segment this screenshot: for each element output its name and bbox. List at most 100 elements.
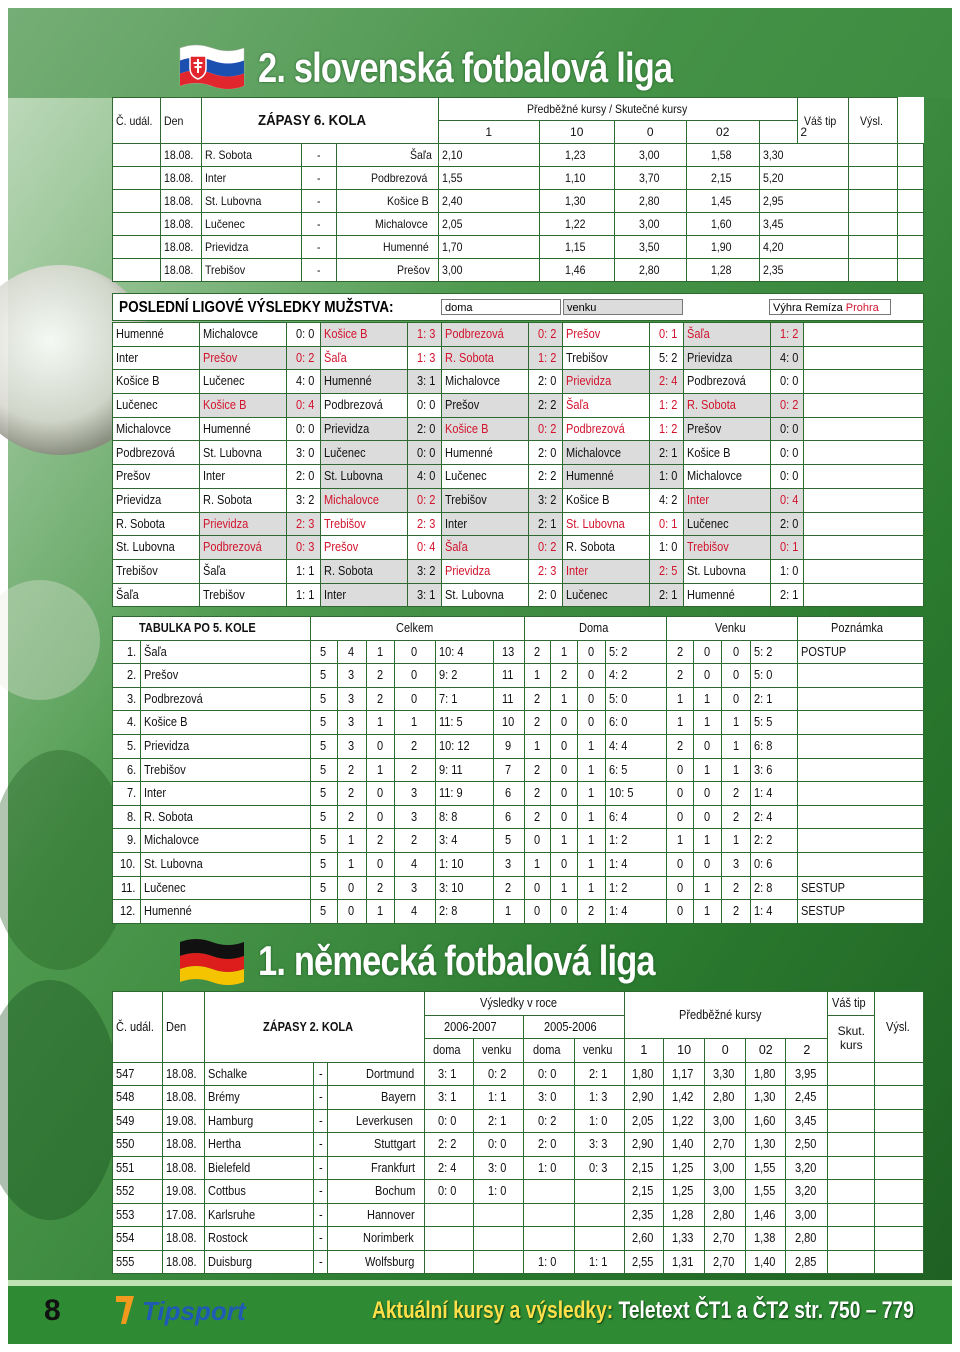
total-points: 6 <box>492 781 525 806</box>
results-score-text: 1: 2 <box>658 398 678 413</box>
tip-cell[interactable] <box>847 166 898 190</box>
away-score-text: 1: 4 <box>754 904 773 919</box>
tip-cell[interactable] <box>847 258 898 282</box>
home-won-text: 1 <box>534 739 541 754</box>
standings-note <box>797 710 924 735</box>
away-drawn-text: 1 <box>704 904 711 919</box>
results-team-text: Košice B <box>116 374 160 389</box>
total-score-text: 10: 4 <box>438 644 464 659</box>
de-odds-row: 547 18.08. Schalke - Dortmund 3: 1 0: 2 0: 0 2: … <box>111 1061 924 1086</box>
de-odd: 2,60 <box>623 1226 665 1251</box>
results-score: 0: 2 <box>769 393 805 418</box>
de-past-result: 1: 0 <box>522 1155 575 1180</box>
de-odds-col-02: 02 <box>745 1038 787 1063</box>
de-away-team: Stuttgart <box>327 1132 425 1157</box>
footer-info-suffix: Teletext ČT1 a ČT2 str. 750 – 779 <box>618 1297 914 1324</box>
de-tip-cell[interactable] <box>827 1249 876 1274</box>
home-won-text: 2 <box>534 715 541 730</box>
odd-1: 2,10 <box>437 143 540 167</box>
results-opponent-text: Michalovce <box>686 469 742 484</box>
standings-team-text: Košice B <box>143 715 188 730</box>
standings-team: Humenné <box>139 899 311 924</box>
away-won-text: 0 <box>676 904 683 919</box>
de-odd-text: 1,38 <box>753 1231 776 1245</box>
total-points: 2 <box>492 875 525 901</box>
home-drawn: 0 <box>550 899 579 924</box>
results-score-text: 2: 0 <box>537 587 557 602</box>
home-score-text: 4: 4 <box>609 739 628 754</box>
de-away-team-text: Bayern <box>381 1090 416 1104</box>
de-home-team-text: Karlsruhe <box>207 1207 255 1222</box>
home-won-text: 0 <box>534 880 541 895</box>
results-score-text: 0: 0 <box>295 327 315 342</box>
de-result-cell <box>874 1202 924 1227</box>
de-odd-text: 2,80 <box>713 1090 735 1104</box>
results-team: Trebišov <box>112 558 200 584</box>
results-opponent-text: Michalovce <box>323 492 379 507</box>
home-team: R. Sobota <box>200 143 302 167</box>
standings-position: 5. <box>112 733 141 759</box>
away-lost-text: 0 <box>732 668 739 683</box>
result-cell <box>896 235 925 259</box>
tip-cell[interactable] <box>847 189 898 213</box>
match-date-text: 18.08. <box>164 194 194 208</box>
away-lost: 2 <box>721 781 752 806</box>
home-score-text: 1: 4 <box>609 904 628 919</box>
de-tip-cell[interactable] <box>827 1202 876 1227</box>
de-tip-cell[interactable] <box>827 1061 876 1086</box>
results-opponent: Michalovce <box>319 487 408 513</box>
results-score: 3: 0 <box>285 440 321 466</box>
results-opponent: Lučenec <box>561 582 650 608</box>
standings-team-text: Inter <box>143 786 166 801</box>
results-score-text: 4: 2 <box>658 492 678 507</box>
de-past-result: 3: 1 <box>423 1085 474 1110</box>
de-tip-cell[interactable] <box>827 1132 876 1157</box>
away-team-text: Košice B <box>387 194 430 208</box>
results-opponent-text: Košice B <box>323 327 368 342</box>
de-tip-cell[interactable] <box>827 1179 876 1204</box>
de-odd-text: 2,80 <box>794 1231 817 1245</box>
de-past-result-text: 0: 0 <box>538 1066 557 1081</box>
de-header-row-3: doma venku doma venku 1 10 0 02 2 <box>113 1038 924 1063</box>
de-odds-row: 554 18.08. Rostock - Norimberk 2,60 1,33 2,70 1,… <box>111 1226 924 1251</box>
away-won-text: 0 <box>676 809 683 824</box>
total-lost-text: 3 <box>411 809 418 824</box>
tip-cell[interactable] <box>847 235 898 259</box>
results-opponent-text: Humenné <box>444 445 493 460</box>
home-won: 2 <box>523 781 552 806</box>
de-past-result-text: 1: 0 <box>538 1254 557 1269</box>
total-drawn: 2 <box>365 663 395 688</box>
de-tip-cell[interactable] <box>827 1085 876 1110</box>
de-past-result <box>573 1226 625 1251</box>
de-event-number: 549 <box>111 1108 164 1133</box>
team-separator: - <box>300 235 337 259</box>
results-team: Lučenec <box>112 393 200 418</box>
de-odd-text: 1,60 <box>753 1113 776 1128</box>
de-tip-cell[interactable] <box>827 1108 876 1133</box>
away-won: 1 <box>666 828 695 853</box>
de-team-separator: - <box>313 1179 329 1204</box>
de-tip-cell[interactable] <box>827 1226 876 1251</box>
home-score-text: 10: 5 <box>609 786 634 801</box>
total-lost: 2 <box>393 828 436 853</box>
odd-2-text: 3,30 <box>762 148 784 162</box>
odd-10-text: 1,23 <box>565 148 586 162</box>
home-team: St. Lubovna <box>200 189 302 213</box>
standings-team-text: Prešov <box>143 668 179 683</box>
de-tip-cell[interactable] <box>827 1155 876 1180</box>
standings-position: 9. <box>112 828 141 853</box>
away-drawn-text: 1 <box>704 715 711 730</box>
results-score: 3: 2 <box>527 487 563 513</box>
de-home-team-text: Bielefeld <box>207 1160 251 1175</box>
away-lost: 1 <box>721 733 752 759</box>
tip-cell[interactable] <box>847 143 898 167</box>
standings-team: Podbrezová <box>139 686 311 712</box>
tip-cell[interactable] <box>847 212 898 236</box>
de-odd: 3,00 <box>704 1155 747 1180</box>
team-separator-text: - <box>316 171 321 185</box>
results-score-text: 2: 1 <box>537 516 557 531</box>
home-score: 6: 0 <box>605 710 668 735</box>
total-played: 5 <box>309 804 338 830</box>
total-drawn: 0 <box>365 733 395 759</box>
de-team-separator: - <box>313 1226 329 1251</box>
